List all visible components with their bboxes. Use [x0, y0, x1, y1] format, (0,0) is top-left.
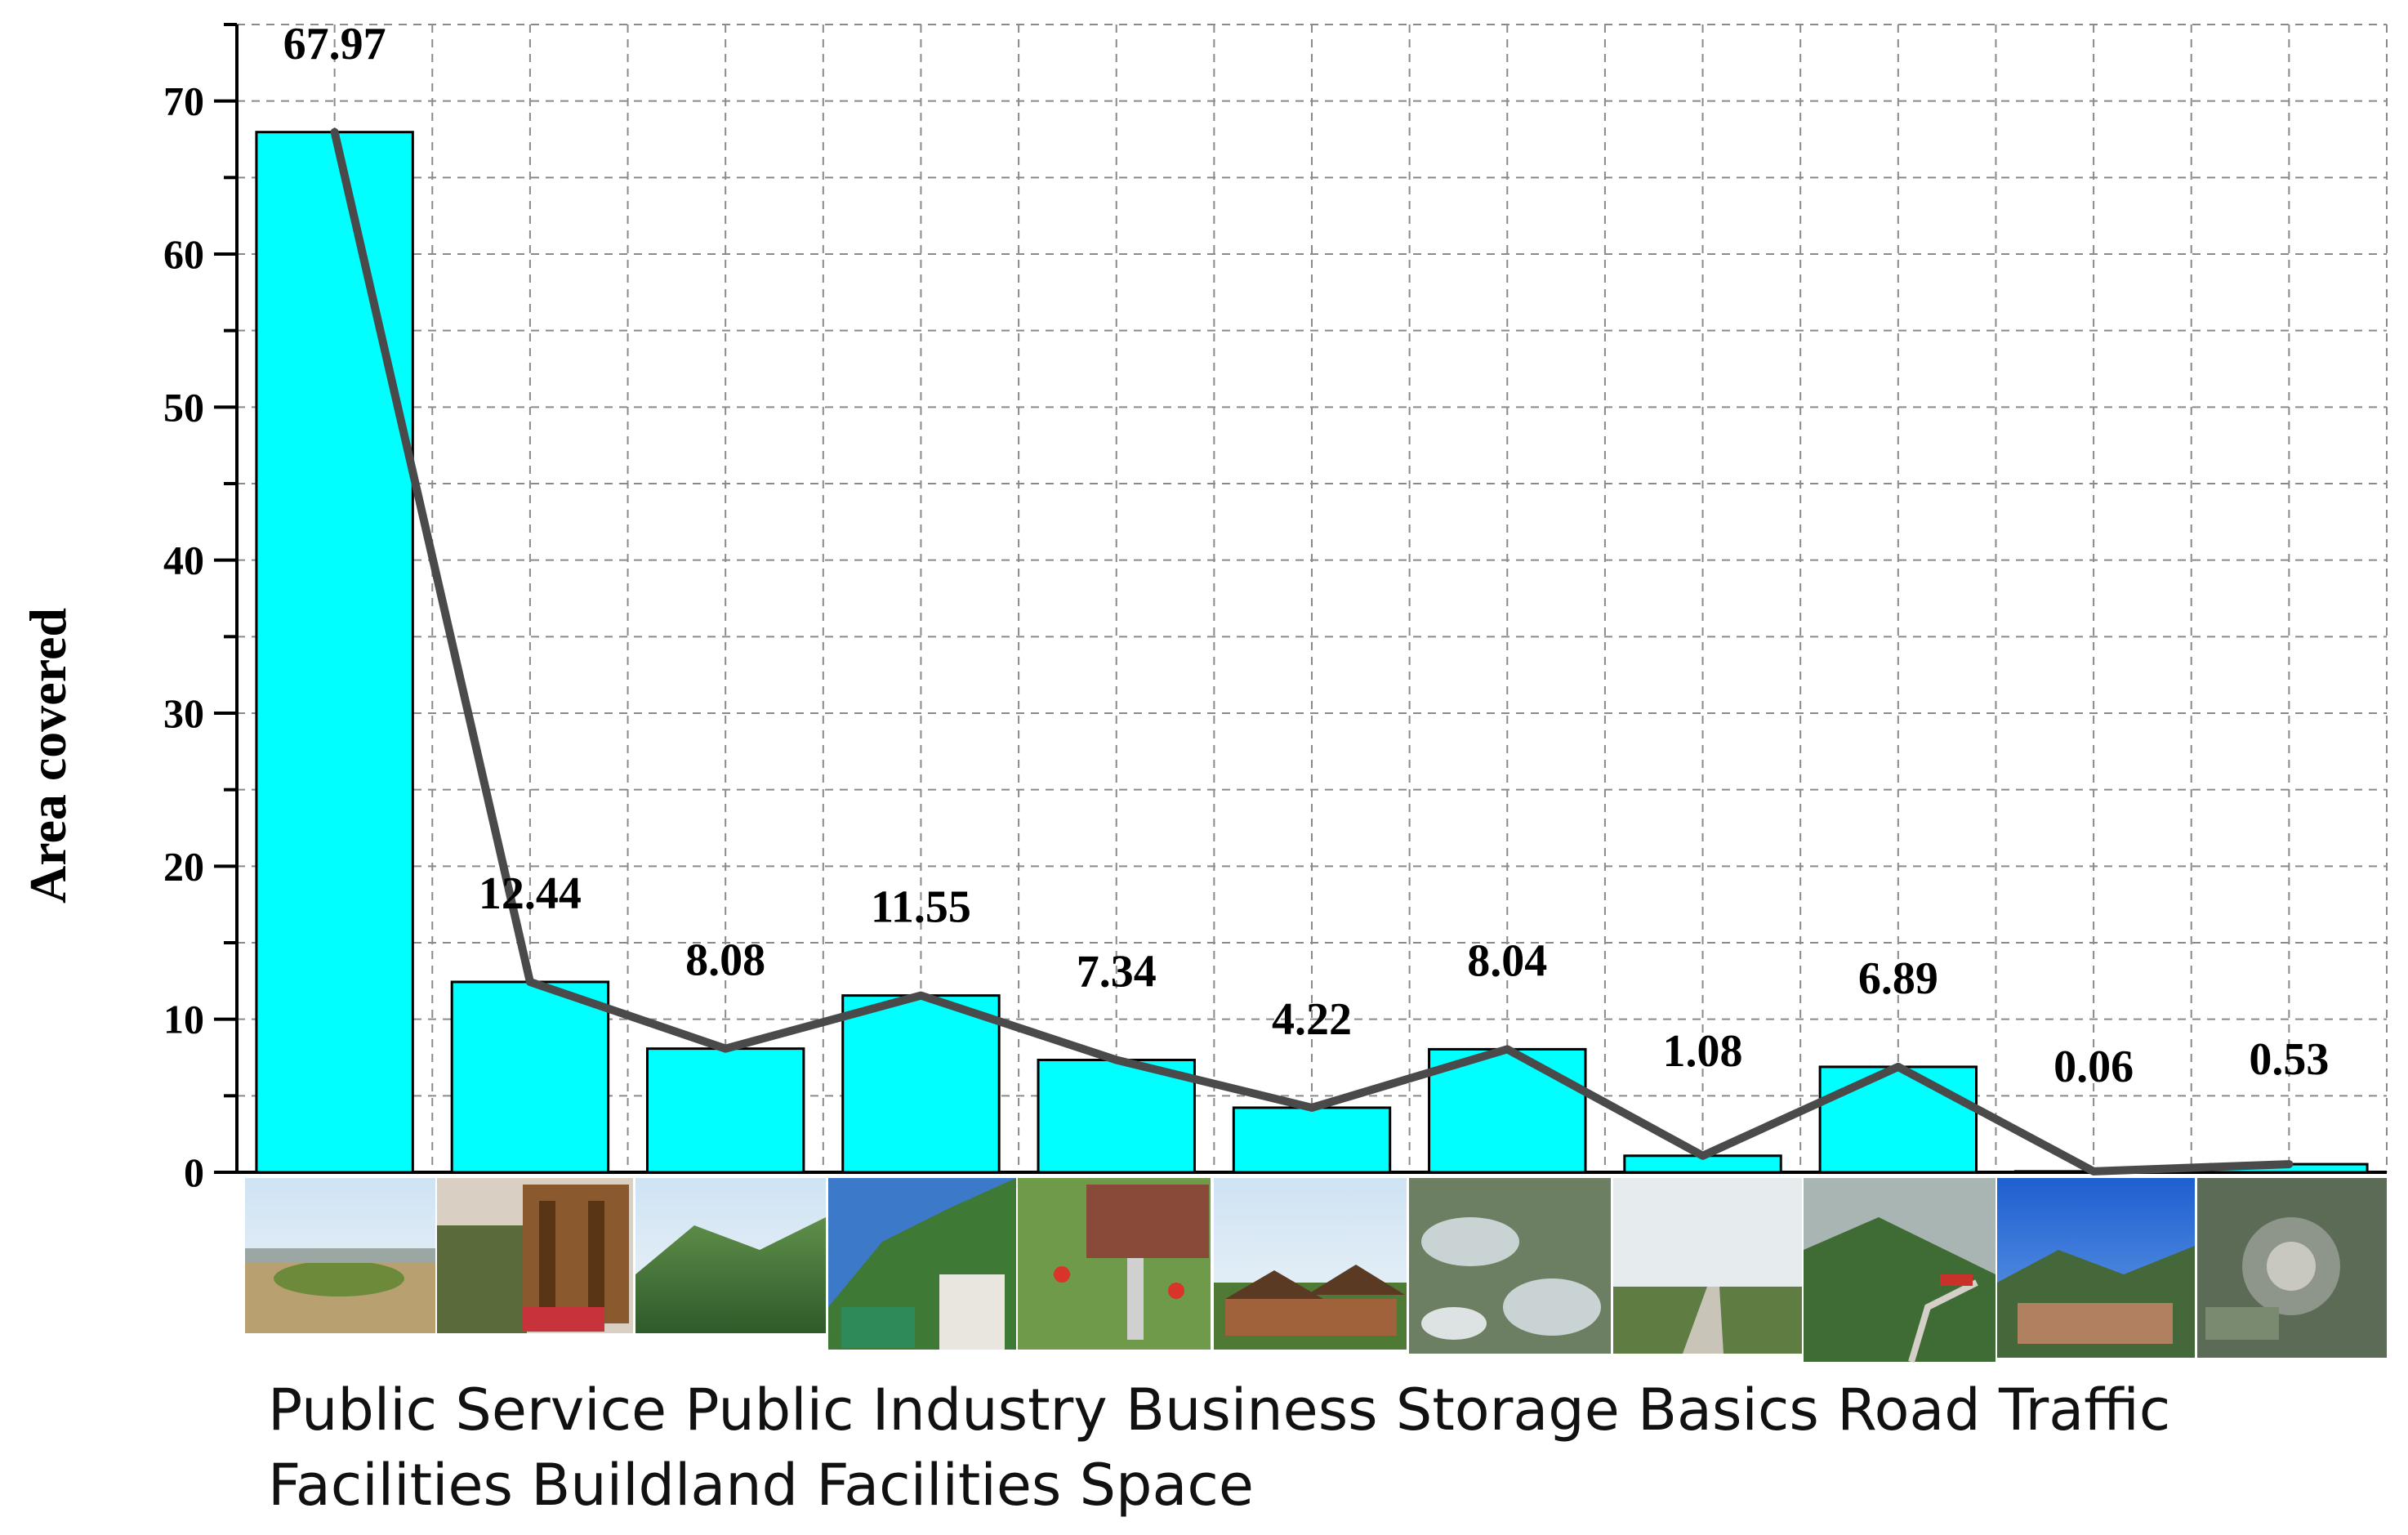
y-tick-label: 40	[163, 538, 204, 583]
data-label: 11.55	[871, 882, 971, 933]
terraced-ponds-photo	[1409, 1178, 1611, 1354]
data-label: 0.06	[2053, 1042, 2134, 1092]
data-label: 67.97	[283, 19, 386, 69]
y-tick-label: 60	[163, 231, 204, 277]
bars	[255, 131, 2369, 1174]
caption-line-2: Facilities Buildland Facilities Space	[268, 1452, 1254, 1519]
hillside-buildings-photo	[828, 1178, 1016, 1350]
data-label: 7.34	[1077, 946, 1157, 997]
data-label: 8.04	[1467, 935, 1547, 986]
village-houses-photo	[1214, 1178, 1407, 1350]
data-label: 0.53	[2249, 1034, 2329, 1085]
trend-polyline	[330, 127, 2294, 1176]
mountain-valley-photo	[635, 1178, 826, 1333]
photo-strip	[245, 1178, 2387, 1363]
bar	[1818, 1065, 1978, 1174]
data-labels: 67.97 12.44 8.08 11.55 7.34 4.22 8.04 1.08 6.89 0…	[283, 19, 2330, 1092]
bar	[841, 994, 1001, 1174]
data-label: 6.89	[1858, 953, 1938, 1004]
data-label: 12.44	[479, 868, 582, 919]
y-tick-label: 20	[163, 843, 204, 889]
wooden-pavilion-photo	[437, 1178, 633, 1333]
bar	[450, 980, 610, 1174]
data-label: 1.08	[1663, 1026, 1743, 1077]
trend-line	[330, 127, 2294, 1176]
y-tick-label: 50	[163, 384, 204, 430]
village-panorama-photo	[1997, 1178, 2195, 1358]
y-axis-label: Area covered	[19, 608, 77, 904]
y-tick-label: 0	[184, 1149, 204, 1195]
y-tick-label: 30	[163, 690, 204, 736]
y-tick-label: 70	[163, 78, 204, 124]
y-tick-label: 10	[163, 997, 204, 1042]
country-road-photo	[1613, 1178, 1802, 1354]
bar	[255, 131, 414, 1174]
bar	[1232, 1106, 1392, 1174]
data-label: 8.08	[685, 935, 765, 986]
bar	[645, 1047, 805, 1174]
bar	[1428, 1047, 1587, 1174]
street-market-photo	[1018, 1178, 1211, 1350]
aerial-settlement-photo	[2197, 1178, 2387, 1358]
farmland-landscape-photo	[245, 1178, 435, 1333]
data-label: 4.22	[1272, 994, 1352, 1045]
category-caption: Public Service Public Industry Business …	[268, 1372, 2310, 1523]
caption-line-1: Public Service Public Industry Business …	[268, 1377, 2171, 1444]
mountain-road-photo	[1804, 1178, 1996, 1363]
bar	[1037, 1058, 1196, 1174]
